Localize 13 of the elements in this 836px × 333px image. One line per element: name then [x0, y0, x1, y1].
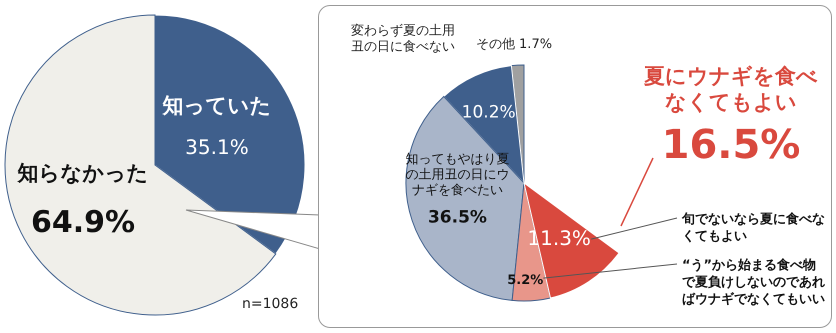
slice-label: 旬でないなら夏に食べなくてもよい	[681, 212, 825, 244]
slice-label: “う”から始まる食べ物で夏負けしないのであればウナギでなくてもいい	[682, 258, 825, 307]
slice-label: 変わらず夏の土用丑の日に食べない	[350, 22, 455, 54]
text: 夏にウナギを食べなくてもよい	[643, 64, 818, 114]
data-label: 10.2%	[462, 102, 516, 122]
slice-label: 知っていた	[161, 94, 272, 118]
slice-label: その他 1.7%	[476, 37, 552, 52]
slice-label: 知らなかった	[16, 161, 149, 186]
text: 16.5%	[662, 122, 800, 168]
data-label: 64.9%	[31, 204, 136, 240]
data-label: 35.1%	[185, 135, 249, 160]
data-label: 36.5%	[428, 208, 487, 228]
text: n=1086	[242, 296, 298, 312]
